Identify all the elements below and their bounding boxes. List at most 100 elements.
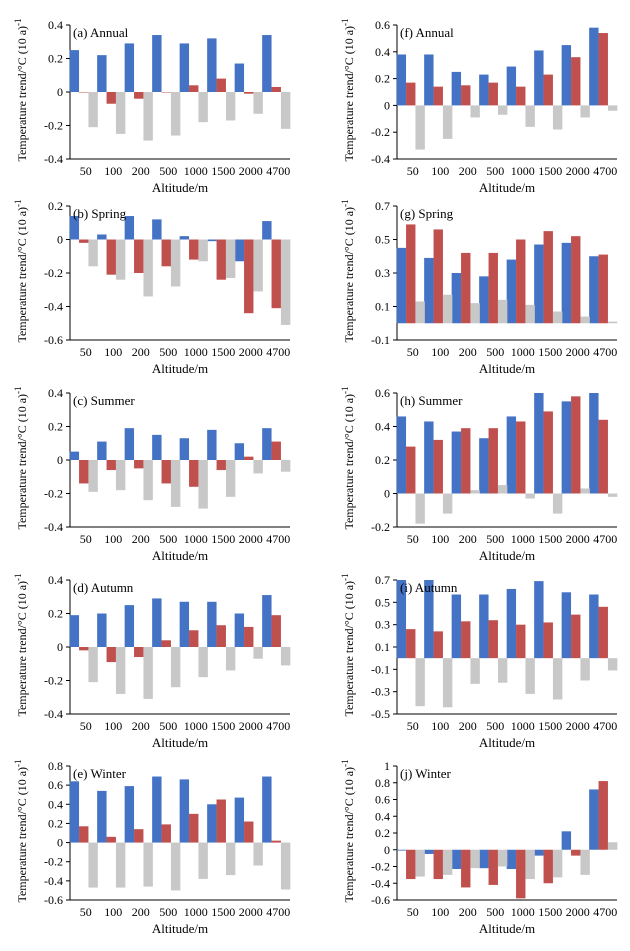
bar-series-1-cat-50 xyxy=(79,460,89,484)
x-tick-label: 200 xyxy=(132,164,150,178)
bar-series-1-cat-2000 xyxy=(571,396,581,494)
bar-series-1-cat-1500 xyxy=(543,411,553,494)
bar-series-0-cat-1500 xyxy=(534,244,544,324)
bar-series-2-cat-1500 xyxy=(552,658,563,700)
x-tick-label: 2000 xyxy=(239,719,263,733)
bar-series-2-cat-1500 xyxy=(225,647,236,671)
y-tick-label: 0.3 xyxy=(375,266,390,280)
bar-series-0-cat-2000 xyxy=(561,401,572,494)
bar-series-2-cat-100 xyxy=(115,842,126,888)
bar-series-2-cat-100 xyxy=(115,92,126,134)
bar-series-0-cat-4700 xyxy=(589,789,599,850)
bar-series-2-cat-1500 xyxy=(552,311,563,324)
y-tick-label: 0.8 xyxy=(375,776,390,790)
y-tick-label: 0.6 xyxy=(375,386,390,400)
bar-series-0-cat-500 xyxy=(479,74,489,106)
x-tick-label: 500 xyxy=(486,345,504,359)
x-tick-label: 50 xyxy=(80,719,92,733)
x-tick-label: 1000 xyxy=(511,345,535,359)
bar-series-2-cat-500 xyxy=(170,92,181,136)
bar-series-1-cat-1500 xyxy=(216,625,226,647)
bar-series-0-cat-100 xyxy=(97,234,107,240)
bar-series-0-cat-50 xyxy=(69,615,80,647)
bar-series-0-cat-100 xyxy=(424,849,434,854)
bar-series-2-cat-1000 xyxy=(525,105,535,127)
bar-series-2-cat-2000 xyxy=(253,92,263,114)
y-tick-label: -0.2 xyxy=(44,119,63,133)
bar-series-2-cat-500 xyxy=(497,485,508,494)
x-tick-label: 1000 xyxy=(184,905,208,919)
y-tick-label: -0.3 xyxy=(371,685,390,699)
bar-series-0-cat-200 xyxy=(451,431,462,494)
bar-series-1-cat-4700 xyxy=(271,441,281,460)
bar-series-1-cat-4700 xyxy=(271,86,281,92)
bar-series-1-cat-1000 xyxy=(189,239,199,260)
bar-series-0-cat-4700 xyxy=(589,594,599,659)
x-tick-label: 500 xyxy=(159,345,177,359)
x-tick-label: 500 xyxy=(159,164,177,178)
chart-panel-0: -0.4 -0.2 0 0.2 0.4 50 100 200 500 1000 1500 2000 47… xyxy=(13,18,291,195)
bar-series-0-cat-50 xyxy=(396,54,407,106)
bar-series-1-cat-500 xyxy=(488,428,498,494)
bar-series-2-cat-100 xyxy=(115,647,126,694)
bar-series-2-cat-200 xyxy=(143,647,153,699)
y-axis-label-main: Temperature trend/°C (10 a) xyxy=(15,207,29,343)
y-tick-label: -0.6 xyxy=(44,893,63,907)
y-axis-label: Temperature trend/°C (10 a)-1 xyxy=(340,759,356,902)
bar-series-1-cat-1500 xyxy=(216,78,226,92)
bar-series-1-cat-4700 xyxy=(598,254,608,324)
y-tick-label: -0.4 xyxy=(44,520,63,534)
bar-series-2-cat-4700 xyxy=(607,105,618,111)
bar-series-1-cat-500 xyxy=(161,239,171,267)
x-tick-label: 200 xyxy=(459,345,477,359)
y-axis-label-main: Temperature trend/°C (10 a) xyxy=(342,581,356,717)
y-tick-label: -0.2 xyxy=(44,487,63,501)
bar-series-1-cat-1500 xyxy=(216,239,226,280)
bar-series-1-cat-4700 xyxy=(598,419,608,494)
bar-series-0-cat-50 xyxy=(69,50,80,92)
bar-series-0-cat-100 xyxy=(97,55,107,92)
bar-series-0-cat-1000 xyxy=(506,849,517,870)
bar-series-2-cat-200 xyxy=(143,92,153,141)
bar-series-1-cat-1500 xyxy=(543,74,553,106)
bar-series-1-cat-2000 xyxy=(244,626,254,647)
bar-series-0-cat-200 xyxy=(124,428,135,460)
bar-series-1-cat-100 xyxy=(106,92,116,104)
x-tick-label: 2000 xyxy=(239,532,263,546)
y-axis-label-exponent: -1 xyxy=(340,386,350,394)
y-axis-label: Temperature trend/°C (10 a)-1 xyxy=(13,759,29,902)
bar-series-1-cat-2000 xyxy=(244,821,254,843)
y-axis-label-main: Temperature trend/°C (10 a) xyxy=(342,394,356,530)
bar-series-2-cat-100 xyxy=(115,460,126,491)
y-tick-label: 0 xyxy=(384,487,390,501)
bar-series-0-cat-500 xyxy=(479,438,489,494)
bar-series-2-cat-100 xyxy=(442,493,453,514)
bar-series-2-cat-2000 xyxy=(580,316,590,324)
chart-panel-2: -0.6 -0.4 -0.2 0 0.2 50 100 200 500 1000 1500 2000 4… xyxy=(13,199,291,376)
bar-series-0-cat-500 xyxy=(479,849,489,869)
bar-series-1-cat-4700 xyxy=(271,840,281,843)
bar-series-1-cat-50 xyxy=(79,92,89,93)
bar-series-2-cat-2000 xyxy=(253,647,263,659)
bar-series-2-cat-4700 xyxy=(280,842,291,890)
bar-series-1-cat-1000 xyxy=(516,421,526,494)
bar-series-0-cat-2000 xyxy=(234,443,245,460)
x-tick-label: 2000 xyxy=(239,164,263,178)
x-tick-label: 1500 xyxy=(211,719,235,733)
bar-series-1-cat-4700 xyxy=(598,606,608,659)
bar-series-0-cat-1000 xyxy=(506,588,517,659)
y-axis-label-exponent: -1 xyxy=(13,18,23,26)
bar-series-2-cat-1000 xyxy=(198,647,208,678)
bar-series-2-cat-50 xyxy=(88,239,98,267)
x-tick-label: 100 xyxy=(104,905,122,919)
x-tick-label: 500 xyxy=(486,905,504,919)
y-tick-label: 0.6 xyxy=(375,793,390,807)
x-tick-label: 2000 xyxy=(566,532,590,546)
bar-series-1-cat-2000 xyxy=(571,57,581,106)
bar-series-2-cat-1000 xyxy=(198,92,208,123)
x-tick-label: 1500 xyxy=(538,345,562,359)
y-tick-label: -0.4 xyxy=(44,874,63,888)
x-tick-label: 100 xyxy=(431,905,449,919)
x-tick-label: 1000 xyxy=(184,532,208,546)
y-tick-label: 0.6 xyxy=(375,18,390,32)
